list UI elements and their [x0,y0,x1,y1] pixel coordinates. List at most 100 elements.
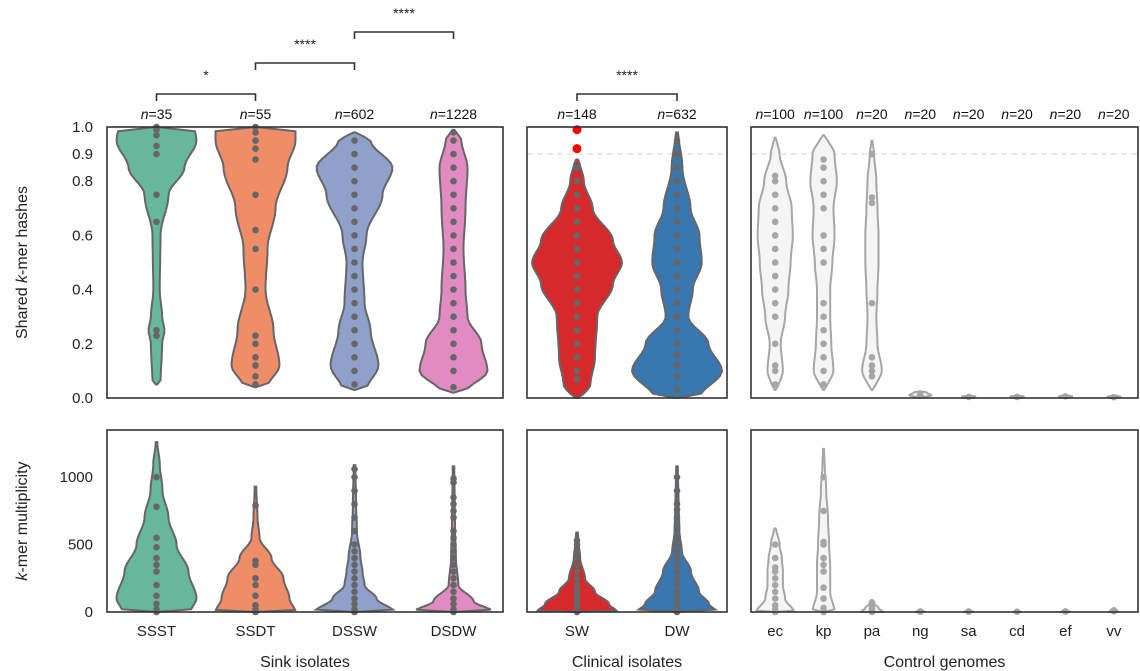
data-point [820,259,827,266]
data-point [820,164,827,171]
data-point [153,326,160,334]
data-point [153,554,160,562]
data-point [252,592,259,600]
data-point [771,205,779,212]
data-point [252,601,259,609]
data-point [351,381,358,388]
data-point [673,548,681,555]
data-point [450,164,457,171]
data-point [673,487,681,494]
y-tick-label: 1.0 [72,119,93,136]
x-tick-label: DW [665,623,691,640]
data-point [820,156,827,163]
data-point [771,340,779,348]
data-point [771,286,779,293]
y-tick-label: 0.2 [72,336,93,353]
data-point [673,568,681,575]
data-point [351,164,358,171]
significance-bracket [155,93,257,101]
data-point [252,362,259,369]
data-point [450,150,457,158]
data-point [450,354,457,361]
data-point [673,340,681,348]
data-point [673,313,681,321]
y-tick-label: 0.8 [72,173,93,190]
panel-frame [526,126,728,399]
data-point [573,340,581,348]
data-point [868,373,876,380]
y-axis-title: k-mer multiplicity [14,461,31,580]
data-point [673,386,681,394]
data-point [771,177,779,185]
data-point [573,548,581,555]
data-point [153,581,160,589]
data-point [673,588,681,596]
violin-kp [811,447,836,613]
significance-bracket [576,93,678,101]
data-point [351,340,358,348]
data-point [351,600,358,608]
data-point [771,588,779,596]
data-point [351,367,358,375]
x-tick-label: SW [565,623,590,640]
violin-ssdt [214,485,297,613]
data-point [351,595,358,602]
data-point [252,340,259,348]
data-point [868,299,876,307]
data-point [252,137,259,144]
data-point [450,326,457,334]
data-point [771,299,779,307]
data-point [573,191,581,199]
y-tick-label: 0 [85,604,93,621]
data-point [820,554,827,562]
data-point [673,473,681,481]
violin-ssst [115,126,198,386]
data-point [252,145,259,152]
data-point [351,205,358,212]
data-point [868,194,876,201]
data-point [450,600,457,608]
sample-size-label: n=602 [335,106,375,122]
data-point [673,362,681,369]
data-point [450,527,457,535]
data-point [820,177,827,185]
data-point [771,259,779,266]
data-point [771,172,779,180]
data-point [820,191,827,199]
data-point [351,548,358,555]
data-point [771,581,779,589]
data-point [351,232,358,239]
data-point [450,554,457,562]
outlier-point [571,143,583,155]
data-point [771,272,779,280]
data-point [820,367,827,375]
data-point [450,541,457,548]
data-point [351,527,358,535]
data-point [450,137,457,144]
data-point [450,514,457,521]
data-point [673,326,681,334]
data-point [153,150,160,158]
significance-bracket [353,31,455,39]
data-point [673,150,681,158]
data-point [771,574,779,582]
data-point [1013,393,1021,401]
data-point [673,541,681,548]
data-point [673,245,681,253]
data-point [153,606,160,613]
data-point [351,177,358,185]
significance-bracket [254,62,356,70]
data-point [351,354,358,361]
data-point [573,367,581,375]
data-point [351,588,358,596]
data-point [573,568,581,575]
panel-frame [526,429,728,613]
data-point [573,561,581,569]
data-point [252,156,259,163]
data-point [450,606,457,613]
data-point [450,218,457,226]
data-point [351,465,358,473]
data-point [351,514,358,521]
data-point [820,473,827,481]
y-tick-label: 0.4 [72,282,93,299]
